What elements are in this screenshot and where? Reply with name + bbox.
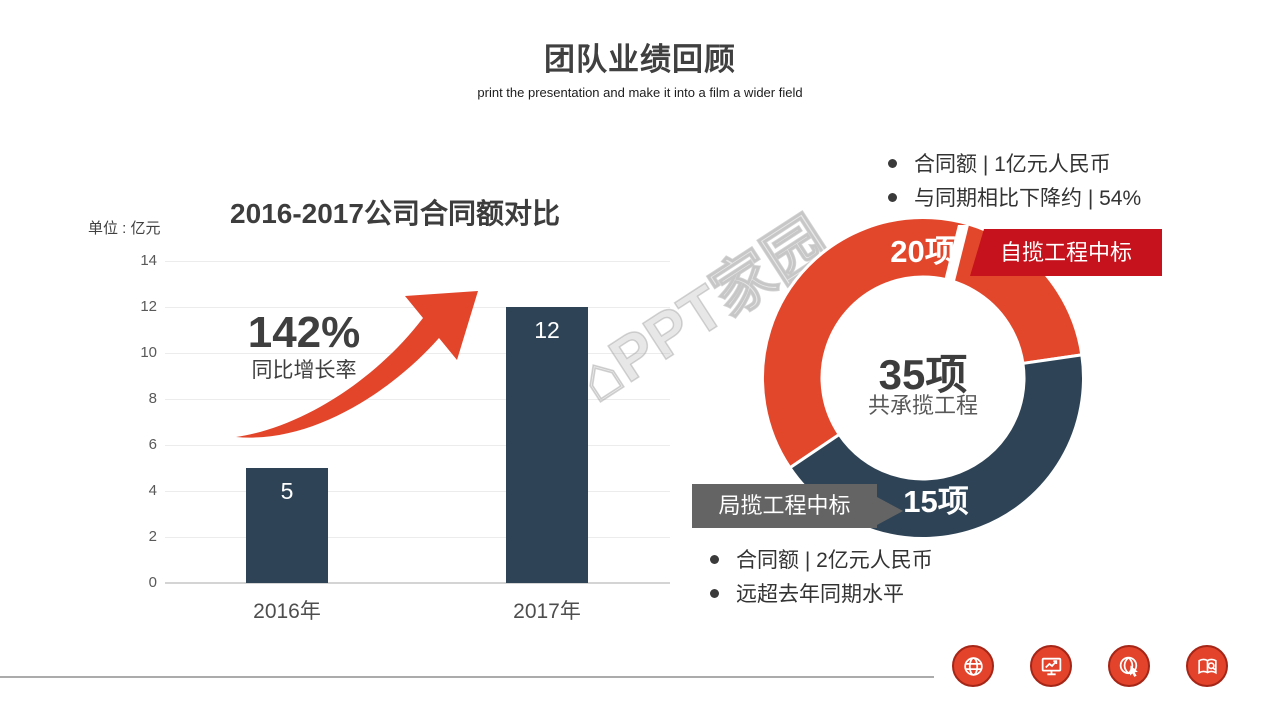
donut-navy-segment-label: 15项 <box>903 484 969 519</box>
page-subtitle: print the presentation and make it into … <box>477 85 803 100</box>
bar-value-label: 12 <box>534 317 560 343</box>
donut-segment-20项 <box>760 215 1084 470</box>
top-bullet-list: 合同额 | 1亿元人民币 与同期相比下降约 | 54% <box>888 149 1141 211</box>
y-axis-tick-label: 2 <box>148 528 157 545</box>
gridline <box>165 445 670 446</box>
gridline <box>165 261 670 262</box>
monitor-chart-icon <box>1041 657 1061 675</box>
donut-red-segment-label: 20项 <box>890 234 956 269</box>
y-axis-tick-label: 12 <box>140 298 157 315</box>
bar-chart: 14 12 10 8 6 4 2 0 5 2016年 12 2017年 <box>140 252 670 623</box>
footer-icons <box>952 645 1228 687</box>
growth-rate-label: 同比增长率 <box>251 359 357 382</box>
globe-icon-button <box>952 645 994 687</box>
y-axis-tick-label: 0 <box>148 574 157 591</box>
list-item: 远超去年同期水平 <box>710 579 933 607</box>
y-axis-unit-label: 单位 : 亿元 <box>88 220 161 237</box>
list-item: 合同额 | 1亿元人民币 <box>888 149 1141 177</box>
globe-cursor-icon-button <box>1108 645 1150 687</box>
monitor-chart-icon-button <box>1030 645 1072 687</box>
bullet-text: 远超去年同期水平 <box>736 583 904 606</box>
x-axis-category-label: 2017年 <box>513 600 581 623</box>
bullet-icon <box>710 588 719 598</box>
bullet-text: 合同额 | 2亿元人民币 <box>736 549 933 572</box>
book-search-icon <box>1197 658 1217 674</box>
gray-callout-tail <box>877 497 903 525</box>
list-item: 合同额 | 2亿元人民币 <box>710 545 933 573</box>
bar: 12 <box>506 307 588 583</box>
y-axis-tick-label: 10 <box>140 344 157 361</box>
growth-arrow-icon <box>236 291 478 438</box>
page-title: 团队业绩回顾 <box>544 42 736 77</box>
globe-cursor-icon <box>1119 656 1138 677</box>
red-callout-tag: 自揽工程中标 <box>970 229 1162 276</box>
footer-divider <box>0 676 934 678</box>
bullet-text: 合同额 | 1亿元人民币 <box>914 153 1111 176</box>
y-axis-tick-label: 8 <box>148 390 157 407</box>
x-axis-category-label: 2016年 <box>253 600 321 623</box>
bullet-icon <box>888 158 897 168</box>
bullet-icon <box>888 192 897 202</box>
gridline <box>165 491 670 492</box>
globe-icon <box>963 656 983 676</box>
bullet-text: 与同期相比下降约 | 54% <box>914 187 1142 210</box>
donut-center-caption: 共承揽工程 <box>867 393 978 418</box>
bar-value-label: 5 <box>280 478 294 504</box>
gridline <box>165 537 670 538</box>
book-search-icon-button <box>1186 645 1228 687</box>
bottom-bullet-list: 合同额 | 2亿元人民币 远超去年同期水平 <box>710 545 933 607</box>
bar-chart-title: 2016-2017公司合同额对比 <box>230 198 560 229</box>
y-axis-tick-label: 14 <box>140 252 157 269</box>
gridline <box>165 399 670 400</box>
bullet-icon <box>710 554 719 564</box>
bar: 5 <box>246 468 328 583</box>
gridline <box>165 582 670 584</box>
y-axis-tick-label: 6 <box>148 436 157 453</box>
growth-rate-value: 142% <box>247 308 361 357</box>
donut-center-value: 35项 <box>878 351 968 398</box>
gray-callout-tag: 局揽工程中标 <box>692 484 877 528</box>
y-axis-tick-label: 4 <box>148 482 157 499</box>
list-item: 与同期相比下降约 | 54% <box>888 183 1141 211</box>
